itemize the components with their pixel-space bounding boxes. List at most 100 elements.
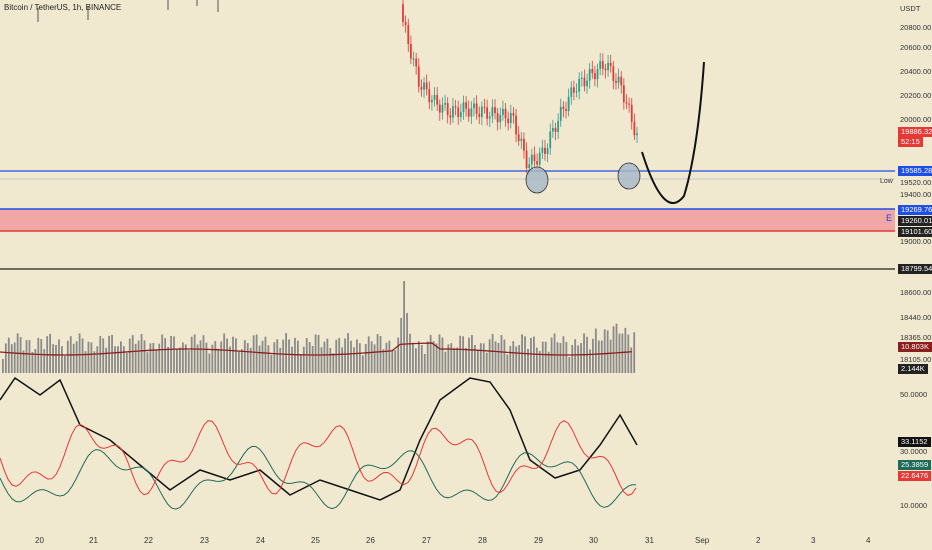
volume-bar [34,349,37,373]
volume-bar [246,343,249,373]
volume-bar [568,357,571,373]
volume-bar [515,346,518,373]
volume-bar [491,333,494,373]
candle-body [465,102,468,109]
candle-body [407,24,410,44]
volume-bar [276,339,279,373]
volume-bar [28,340,31,373]
zone-label: E [886,213,893,223]
volume-bar [329,348,332,373]
candle-body [470,108,473,117]
volume-bar [571,344,574,373]
volume-bar [196,344,199,373]
volume-bar [606,330,609,373]
volume-bar [223,333,226,373]
volume-bar [553,333,556,373]
volume-bar [412,342,414,373]
volume-bar [403,281,405,373]
volume-ma-line [0,342,633,356]
candle-body [415,58,418,67]
candle-body [559,106,562,121]
candle-body [591,69,594,74]
volume-bar [214,341,217,373]
volume-bar [338,337,341,373]
volume-bar [99,335,102,373]
candle-body [486,107,489,119]
volume-bar [255,334,258,373]
volume-bar [453,347,456,373]
volume-bar [285,333,287,373]
volume-bar [335,339,338,373]
candle-body [636,133,638,136]
candle-body [467,108,470,117]
volume-bar [509,345,512,373]
volume-bar [261,340,264,373]
volume-ma-tag: 10.803K [898,342,932,352]
low-label: Low [880,178,893,185]
volume-bar [72,343,75,373]
volume-bar [13,342,16,373]
volume-bar [615,323,618,373]
volume-bar [373,344,376,373]
volume-bar [426,341,429,373]
candle-body [538,152,541,165]
volume-bar [574,339,577,373]
candle-body [630,104,633,122]
volume-bar [500,335,503,373]
candle-body [431,99,433,103]
candle-body [428,89,431,103]
volume-bar [131,335,134,373]
price-axis-label: 20000.00 [900,115,932,124]
volume-bar [190,336,193,373]
volume-bar [299,354,302,373]
volume-bar [179,347,181,373]
x-axis-label: 2 [756,536,761,545]
candle-body [625,102,628,104]
volume-bar [311,345,314,373]
lower-level-tag: 18799.54 [898,264,932,274]
volume-bar [49,333,51,373]
di-plus-line [0,445,637,510]
volume-bar [193,334,196,373]
support-sub-label: 19520.00 [900,178,932,187]
volume-bar [137,340,140,373]
adx-tag: 33.1152 [898,437,931,447]
candle-body [404,22,407,25]
volume-bar [102,338,105,373]
volume-bar [240,349,243,373]
volume-bar [447,344,450,373]
current-price-tag: 19886.32 [898,127,932,137]
volume-bar [527,348,529,373]
volume-bar [450,343,453,373]
volume-bar [633,332,636,373]
volume-bar [580,342,582,373]
volume-bar [52,344,54,373]
zone-mid-tag: 19260.01 [898,216,932,226]
volume-bar [140,334,143,373]
candle-body [536,161,538,165]
volume-bar [367,336,370,373]
candle-body [570,87,573,97]
volume-bar [187,350,190,373]
volume-bar [146,352,149,373]
volume-bar [31,351,34,373]
volume-bar [125,353,128,373]
volume-bar [317,334,320,373]
candle-body [441,104,444,113]
volume-bar [503,339,506,373]
candle-body [594,73,596,80]
x-axis-label: 20 [35,536,44,545]
price-axis-label: 19400.00 [900,190,932,199]
volume-bar [90,342,93,373]
volume-bar [78,333,81,373]
candle-body [512,113,515,116]
volume-bar [320,347,323,373]
volume-bar [556,342,559,373]
candle-body [478,113,481,117]
volume-bar [184,344,187,373]
volume-bar [58,339,60,373]
volume-bar [409,333,411,373]
volume-bar [10,344,13,373]
low-circle [525,166,549,194]
volume-bar [435,343,438,373]
